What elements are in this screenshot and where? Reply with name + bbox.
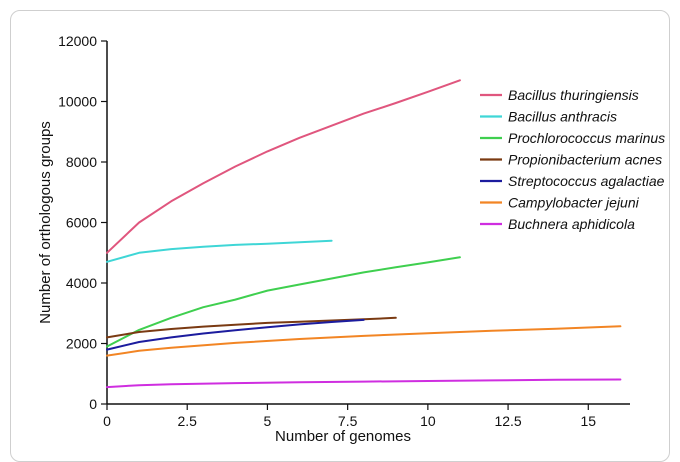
x-axis-ticks: 0 2.5 5 7.5 10 12.5 15 (103, 404, 596, 429)
series-line-4 (106, 316, 397, 339)
y-tick-label: 12000 (58, 33, 97, 49)
x-axis-title: Number of genomes (275, 428, 411, 445)
y-axis-title: Number of orthologous groups (37, 121, 54, 324)
y-tick-label: 6000 (66, 215, 97, 231)
series-line-1 (106, 79, 461, 254)
legend-label: Bacillus thuringiensis (508, 87, 639, 103)
x-tick-label: 2.5 (177, 413, 197, 429)
legend-label: Streptococcus agalactiae (508, 173, 665, 189)
y-axis-ticks: 0 2000 4000 6000 8000 10000 12000 (58, 33, 107, 412)
series-line-2 (106, 239, 333, 263)
series-line-3 (106, 256, 461, 348)
x-tick-label: 15 (580, 413, 596, 429)
x-tick-label: 7.5 (338, 413, 358, 429)
legend-label: Buchnera aphidicola (508, 216, 635, 232)
legend-label: Propionibacterium acnes (508, 152, 662, 168)
y-tick-label: 4000 (66, 275, 97, 291)
y-tick-label: 2000 (66, 336, 97, 352)
series-line-6 (106, 325, 622, 357)
x-tick-label: 5 (264, 413, 272, 429)
y-tick-label: 0 (89, 396, 97, 412)
legend-label: Prochlorococcus marinus (508, 130, 665, 146)
legend-label: Campylobacter jejuni (508, 195, 640, 211)
x-tick-label: 0 (103, 413, 111, 429)
legend-label: Bacillus anthracis (508, 109, 617, 125)
series-line-7 (106, 378, 622, 389)
line-chart: 0 2000 4000 6000 8000 10000 12000 0 2.5 5 7.5 10 12… (37, 33, 665, 445)
x-tick-label: 12.5 (494, 413, 521, 429)
legend: Bacillus thuringiensis Bacillus anthracis… (480, 87, 665, 232)
series-line-5 (106, 318, 365, 351)
y-tick-label: 10000 (58, 94, 97, 110)
y-tick-label: 8000 (66, 154, 97, 170)
x-tick-label: 10 (420, 413, 436, 429)
series-lines (106, 79, 622, 389)
